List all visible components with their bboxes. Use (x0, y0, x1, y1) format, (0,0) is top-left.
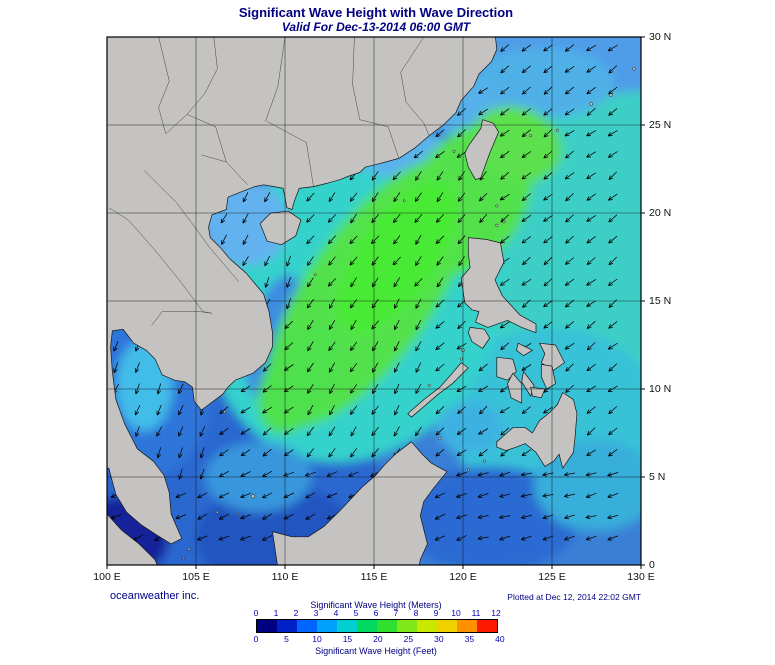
feet-tick-label: 30 (434, 634, 444, 644)
feet-tick-label: 25 (403, 634, 414, 644)
colorbar-segment (357, 620, 377, 632)
x-axis-label: 115 E (360, 571, 388, 583)
plotted-at-text: Plotted at Dec 12, 2014 22:02 GMT (507, 592, 641, 602)
colorbar-segment (477, 620, 497, 632)
y-axis-label: 20 N (649, 207, 672, 219)
x-axis-label: 100 E (93, 571, 121, 583)
x-axis-label: 130 E (627, 571, 655, 583)
colorbar-segment (297, 620, 317, 632)
meters-tick-label: 1 (273, 608, 279, 618)
credit-text: oceanweather inc. (110, 590, 200, 602)
meters-tick-label: 0 (253, 608, 259, 618)
feet-tick-label: 20 (373, 634, 383, 644)
colorbar-segment (337, 620, 357, 632)
meters-tick-label: 9 (433, 608, 439, 618)
x-axis-label: 110 E (271, 571, 299, 583)
y-axis-label: 5 N (649, 471, 666, 483)
feet-tick-label: 0 (253, 634, 259, 644)
meters-tick-label: 3 (313, 608, 319, 618)
y-axis-label: 15 N (649, 295, 672, 307)
y-axis-label: 0 (649, 559, 655, 571)
meters-tick-label: 6 (373, 608, 379, 618)
colorbar-segment (437, 620, 457, 632)
feet-tick-label: 35 (464, 634, 475, 644)
meters-tick-label: 7 (393, 608, 399, 618)
x-axis-label: 120 E (449, 571, 477, 583)
colorbar-segment (397, 620, 417, 632)
meters-tick-label: 2 (293, 608, 299, 618)
meters-tick-label: 5 (353, 608, 359, 618)
feet-tick-label: 5 (284, 634, 289, 644)
colorbar-segment (377, 620, 397, 632)
y-axis-label: 10 N (649, 383, 672, 395)
feet-tick-label: 40 (495, 634, 505, 644)
y-axis-label: 25 N (649, 119, 672, 131)
legend-feet-label: Significant Wave Height (Feet) (315, 646, 437, 656)
feet-tick-label: 10 (312, 634, 322, 644)
chart-title: Significant Wave Height with Wave Direct… (238, 5, 514, 20)
colorbar-segment (317, 620, 337, 632)
grid-layer (106, 36, 645, 569)
meters-tick-label: 4 (333, 608, 339, 618)
x-axis-label: 125 E (538, 571, 566, 583)
chart-subtitle: Valid For Dec-13-2014 06:00 GMT (281, 20, 471, 34)
meters-tick-label: 12 (491, 608, 501, 618)
meters-tick-label: 10 (451, 608, 461, 618)
meters-tick-label: 11 (471, 608, 481, 618)
colorbar-segment (457, 620, 477, 632)
feet-tick-label: 15 (342, 634, 353, 644)
meters-tick-label: 8 (413, 608, 419, 618)
land-layer (107, 37, 636, 565)
x-axis-label: 105 E (182, 571, 210, 583)
legend-meters-label: Significant Wave Height (Meters) (310, 600, 442, 610)
colorbar-segment (277, 620, 297, 632)
colorbar-segment (417, 620, 437, 632)
colorbar-segment (257, 620, 277, 632)
legend-colorbar (256, 619, 498, 633)
y-axis-label: 30 N (649, 31, 672, 43)
map-frame (106, 36, 642, 566)
